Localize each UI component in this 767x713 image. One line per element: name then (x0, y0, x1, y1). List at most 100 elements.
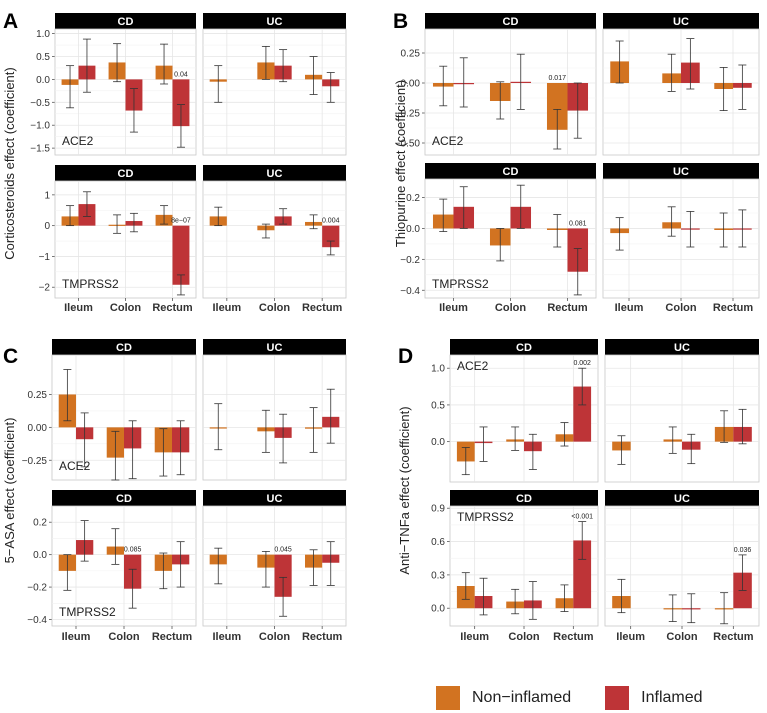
y-tick-label: −0.4 (27, 615, 47, 626)
gene-label: ACE2 (59, 459, 91, 473)
y-tick-label: 0.6 (431, 537, 445, 548)
y-axis-label: Thiopurine effect (coefficient) (393, 80, 408, 247)
facet-strip (450, 339, 598, 355)
y-tick-label: 0.0 (33, 550, 47, 561)
facet-strip-label: UC (267, 342, 283, 354)
y-tick-label: 0.9 (431, 504, 445, 515)
y-tick-label: 0.5 (431, 400, 445, 411)
facet-strip (603, 163, 759, 179)
facet-strip (52, 339, 196, 355)
gene-label: TMPRSS2 (59, 605, 116, 619)
x-tick-label: Rectum (713, 631, 754, 643)
x-tick-label: Colon (665, 302, 696, 314)
y-tick-label: 0.0 (406, 224, 420, 235)
bar-inflamed (172, 79, 190, 127)
p-value-annotation: 0.002 (573, 360, 591, 367)
y-tick-label: −0.2 (27, 583, 47, 594)
facet-strip (425, 163, 596, 179)
facet-strip-label: UC (674, 342, 690, 354)
facet-strip (203, 339, 346, 355)
y-tick-label: −1.0 (30, 121, 50, 132)
facet-strip (425, 13, 596, 29)
y-tick-label: 0 (44, 221, 50, 232)
facet-strip-label: UC (674, 493, 690, 505)
facet-strip (203, 490, 346, 506)
y-axis-label: Corticosteroids effect (coefficient) (2, 67, 17, 259)
y-tick-label: 0.2 (33, 518, 47, 529)
y-tick-label: 0.0 (36, 75, 50, 86)
y-tick-label: 0.2 (406, 193, 420, 204)
x-tick-label: Colon (108, 631, 139, 643)
p-value-annotation: 0.085 (124, 547, 142, 554)
x-tick-label: Colon (259, 302, 290, 314)
y-tick-label: −2 (39, 283, 51, 294)
facet-strip-label: CD (516, 342, 532, 354)
panel-letter: B (393, 10, 408, 33)
y-tick-label: 0.00 (401, 79, 421, 90)
y-tick-label: 0.25 (401, 49, 421, 60)
facet-strip-label: CD (116, 493, 132, 505)
x-tick-label: Colon (508, 631, 539, 643)
legend-label-non-inflamed: Non−inflamed (472, 689, 572, 706)
bar-inflamed (573, 386, 592, 442)
x-tick-label: Ileum (212, 631, 241, 643)
facet-strip-label: UC (673, 166, 689, 178)
legend-swatch-non-inflamed (436, 686, 460, 710)
facet-strip-label: CD (503, 16, 519, 28)
bar-inflamed (573, 540, 592, 609)
y-tick-label: 0.0 (431, 437, 445, 448)
x-tick-label: Colon (495, 302, 526, 314)
facet-strip-label: UC (267, 16, 283, 28)
x-tick-label: Rectum (302, 631, 343, 643)
y-tick-label: −0.4 (400, 286, 420, 297)
p-value-annotation: 0.036 (734, 547, 752, 554)
gene-label: TMPRSS2 (457, 510, 514, 524)
legend-swatch-inflamed (605, 686, 630, 710)
facet-strip-label: CD (118, 168, 134, 180)
y-tick-label: 1.0 (431, 364, 445, 375)
y-tick-label: 0.5 (36, 52, 50, 63)
facet-strip (52, 490, 196, 506)
y-tick-label: 0.0 (431, 604, 445, 615)
p-value-annotation: 0.004 (322, 218, 340, 225)
y-tick-label: −0.50 (395, 139, 421, 150)
y-tick-label: 1.0 (36, 29, 50, 40)
y-tick-label: −0.25 (22, 456, 48, 467)
gene-label: ACE2 (62, 134, 94, 148)
facet-strip-label: CD (503, 166, 519, 178)
gene-label: TMPRSS2 (432, 277, 489, 291)
panel-letter: C (3, 345, 18, 368)
gene-label: ACE2 (457, 359, 489, 373)
bar-inflamed (274, 554, 292, 597)
x-tick-label: Ileum (64, 302, 93, 314)
x-tick-label: Rectum (713, 302, 754, 314)
legend-label-inflamed: Inflamed (641, 689, 703, 706)
facet-strip (605, 339, 759, 355)
p-value-annotation: 8e−07 (171, 218, 191, 225)
facet-strip-label: CD (516, 493, 532, 505)
panel-letter: D (398, 345, 413, 368)
p-value-annotation: 0.081 (569, 220, 587, 227)
y-tick-label: −1.5 (30, 144, 50, 155)
gene-label: ACE2 (432, 134, 464, 148)
legend: Non−inflamed Inflamed (436, 683, 737, 713)
x-tick-label: Rectum (152, 302, 193, 314)
facet-strip-label: UC (267, 493, 283, 505)
facet-strip (605, 490, 759, 506)
x-tick-label: Ileum (439, 302, 468, 314)
facet-strip (203, 13, 346, 29)
panel-letter: A (3, 10, 18, 33)
panel-c: C 5−ASA effect (coefficient) 0.25 0.00 −0.25… (2, 339, 347, 643)
x-tick-label: Ileum (62, 631, 91, 643)
facet-strip (450, 490, 598, 506)
y-tick-label: −1 (39, 252, 51, 263)
facet-strip-label: CD (116, 342, 132, 354)
bar-non-inflamed (546, 83, 568, 130)
legend-item-non-inflamed: Non−inflamed (436, 686, 571, 710)
facet-strip (55, 13, 196, 29)
bar-inflamed (172, 225, 190, 285)
p-value-annotation: 0.045 (274, 547, 292, 554)
x-tick-label: Ileum (460, 631, 489, 643)
facet-strip (55, 165, 196, 181)
